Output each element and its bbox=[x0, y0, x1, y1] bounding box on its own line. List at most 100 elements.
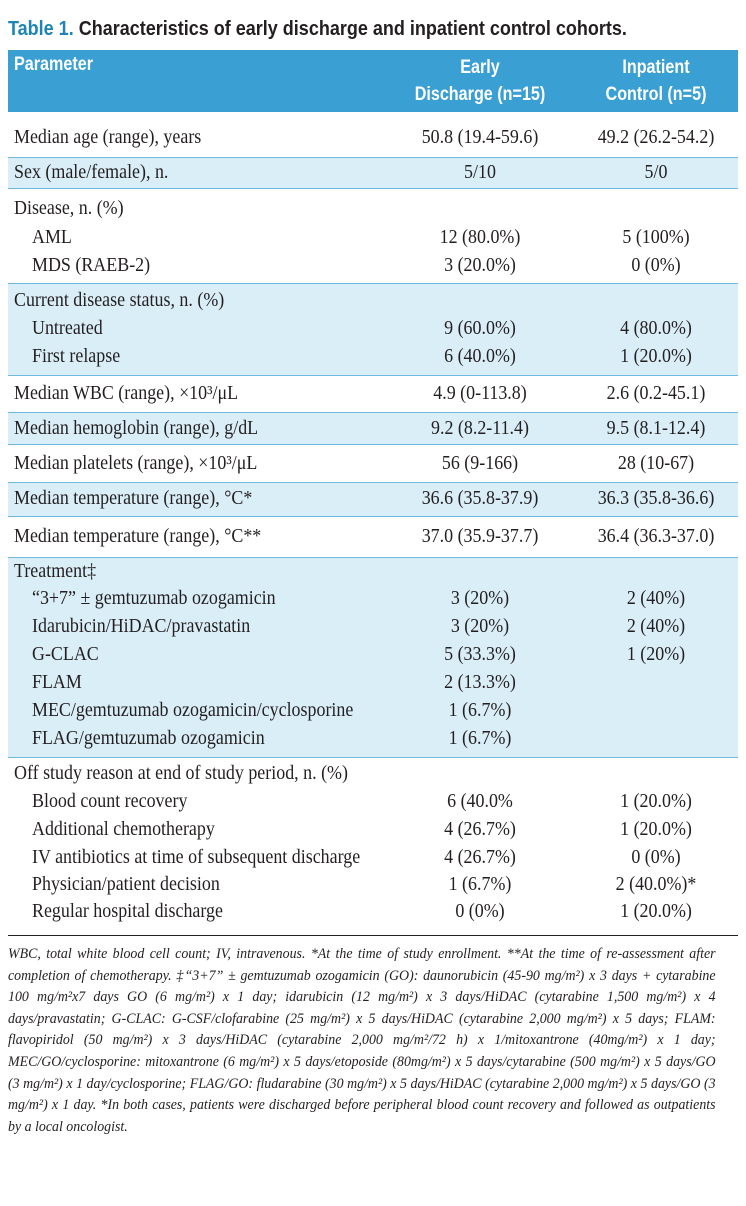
row-divider bbox=[8, 482, 738, 483]
row-label: Median platelets (range), ×10³/μL bbox=[14, 453, 258, 474]
table-row-group: Current disease status, n. (%) Untreated… bbox=[8, 284, 738, 375]
row-label: Idarubicin/HiDAC/pravastatin bbox=[32, 616, 251, 637]
early-value: 6 (40.0%) bbox=[444, 346, 516, 367]
inpatient-value: 28 (10-67) bbox=[617, 453, 695, 474]
row-divider bbox=[8, 188, 738, 189]
inpatient-value: 2 (40.0%)* bbox=[615, 874, 697, 895]
early-value: 4 (26.7%) bbox=[444, 847, 516, 868]
row-label: Treatment‡ bbox=[14, 561, 97, 582]
row-divider bbox=[8, 444, 738, 445]
header-inpatient-control: Inpatient Control (n=5) bbox=[586, 54, 725, 108]
row-label: FLAG/gemtuzumab ozogamicin bbox=[32, 728, 265, 749]
row-divider bbox=[8, 757, 738, 758]
early-value: 1 (6.7%) bbox=[448, 728, 512, 749]
table-row: Median age (range), years 50.8 (19.4-59.… bbox=[8, 120, 738, 156]
inpatient-value: 5/0 bbox=[644, 162, 668, 183]
row-label: Additional chemotherapy bbox=[32, 819, 215, 840]
table-number: Table 1. bbox=[8, 18, 74, 40]
inpatient-value: 1 (20.0%) bbox=[620, 901, 692, 922]
inpatient-value: 9.5 (8.1-12.4) bbox=[606, 418, 706, 439]
inpatient-value: 36.4 (36.3-37.0) bbox=[597, 526, 715, 547]
early-value: 3 (20.0%) bbox=[444, 255, 516, 276]
row-label: Median WBC (range), ×10³/μL bbox=[14, 383, 239, 404]
table-title: Table 1. Characteristics of early discha… bbox=[8, 14, 665, 44]
early-value: 5/10 bbox=[464, 162, 496, 183]
early-value: 1 (6.7%) bbox=[448, 874, 512, 895]
early-value: 3 (20%) bbox=[450, 616, 510, 637]
row-divider bbox=[8, 157, 738, 158]
early-value: 3 (20%) bbox=[450, 588, 510, 609]
early-value: 9 (60.0%) bbox=[444, 318, 516, 339]
row-label: Physician/patient decision bbox=[32, 874, 220, 895]
row-divider bbox=[8, 375, 738, 376]
row-label: Disease, n. (%) bbox=[14, 198, 124, 219]
row-label: Median hemoglobin (range), g/dL bbox=[14, 418, 259, 439]
early-value: 2 (13.3%) bbox=[444, 672, 516, 693]
inpatient-value: 1 (20.0%) bbox=[620, 346, 692, 367]
inpatient-value: 5 (100%) bbox=[622, 227, 690, 248]
table-row: Sex (male/female), n. 5/10 5/0 bbox=[8, 158, 738, 188]
header-inpatient-line2: Control (n=5) bbox=[605, 84, 707, 105]
row-label: FLAM bbox=[32, 672, 82, 693]
early-value: 36.6 (35.8-37.9) bbox=[421, 488, 539, 509]
row-divider bbox=[8, 283, 738, 284]
header-early-line2: Discharge (n=15) bbox=[414, 84, 546, 105]
table-row: Median platelets (range), ×10³/μL 56 (9-… bbox=[8, 445, 738, 482]
table-footnote: WBC, total white blood cell count; IV, i… bbox=[8, 946, 716, 1135]
table-row: Median temperature (range), °C** 37.0 (3… bbox=[8, 517, 738, 557]
early-value: 37.0 (35.9-37.7) bbox=[421, 526, 539, 547]
early-value: 6 (40.0% bbox=[447, 791, 513, 812]
early-value: 4 (26.7%) bbox=[444, 819, 516, 840]
table-row-group: Treatment‡ “3+7” ± gemtuzumab ozogamicin… bbox=[8, 558, 738, 757]
table-header: Parameter Early Discharge (n=15) Inpatie… bbox=[8, 50, 738, 112]
early-value: 4.9 (0-113.8) bbox=[433, 383, 527, 404]
inpatient-value: 2 (40%) bbox=[626, 588, 686, 609]
table-row: Median temperature (range), °C* 36.6 (35… bbox=[8, 483, 738, 516]
inpatient-value: 4 (80.0%) bbox=[620, 318, 692, 339]
row-label: Blood count recovery bbox=[32, 791, 188, 812]
row-label: MDS (RAEB-2) bbox=[32, 255, 151, 276]
row-label: Regular hospital discharge bbox=[32, 901, 223, 922]
inpatient-value: 36.3 (35.8-36.6) bbox=[597, 488, 715, 509]
row-label: Sex (male/female), n. bbox=[14, 162, 169, 183]
inpatient-value: 1 (20%) bbox=[626, 644, 686, 665]
early-value: 5 (33.3%) bbox=[444, 644, 516, 665]
row-label: IV antibiotics at time of subsequent dis… bbox=[32, 847, 361, 868]
table-row-group: Disease, n. (%) AML 12 (80.0%) 5 (100%) … bbox=[8, 189, 738, 282]
early-value: 56 (9-166) bbox=[441, 453, 519, 474]
row-label: Off study reason at end of study period,… bbox=[14, 763, 348, 784]
row-label: G-CLAC bbox=[32, 644, 99, 665]
inpatient-value: 2.6 (0.2-45.1) bbox=[606, 383, 706, 404]
row-label: Current disease status, n. (%) bbox=[14, 290, 225, 311]
early-value: 1 (6.7%) bbox=[448, 700, 512, 721]
table-row: Median hemoglobin (range), g/dL 9.2 (8.2… bbox=[8, 413, 738, 444]
early-value: 50.8 (19.4-59.6) bbox=[421, 127, 539, 148]
inpatient-value: 1 (20.0%) bbox=[620, 791, 692, 812]
row-label: Median temperature (range), °C** bbox=[14, 526, 262, 547]
early-value: 12 (80.0%) bbox=[439, 227, 521, 248]
table-caption: Characteristics of early discharge and i… bbox=[78, 18, 627, 40]
row-label: Median temperature (range), °C* bbox=[14, 488, 253, 509]
table-row: Median WBC (range), ×10³/μL 4.9 (0-113.8… bbox=[8, 376, 738, 412]
early-value: 9.2 (8.2-11.4) bbox=[430, 418, 529, 439]
row-label: Median age (range), years bbox=[14, 127, 202, 148]
early-value: 0 (0%) bbox=[455, 901, 505, 922]
row-label: MEC/gemtuzumab ozogamicin/cyclosporine bbox=[32, 700, 354, 721]
header-early-discharge: Early Discharge (n=15) bbox=[412, 54, 548, 108]
header-inpatient-line1: Inpatient bbox=[622, 57, 690, 78]
inpatient-value: 0 (0%) bbox=[631, 847, 681, 868]
inpatient-value: 49.2 (26.2-54.2) bbox=[597, 127, 715, 148]
table-bottom-rule bbox=[8, 935, 738, 936]
inpatient-value: 1 (20.0%) bbox=[620, 819, 692, 840]
row-divider bbox=[8, 557, 738, 558]
row-label: First relapse bbox=[32, 346, 121, 367]
row-label: “3+7” ± gemtuzumab ozogamicin bbox=[32, 588, 276, 609]
table-row-group: Off study reason at end of study period,… bbox=[8, 758, 738, 930]
row-divider bbox=[8, 412, 738, 413]
row-label: Untreated bbox=[32, 318, 103, 339]
header-parameter: Parameter bbox=[14, 54, 94, 75]
inpatient-value: 0 (0%) bbox=[631, 255, 681, 276]
row-divider bbox=[8, 516, 738, 517]
inpatient-value: 2 (40%) bbox=[626, 616, 686, 637]
